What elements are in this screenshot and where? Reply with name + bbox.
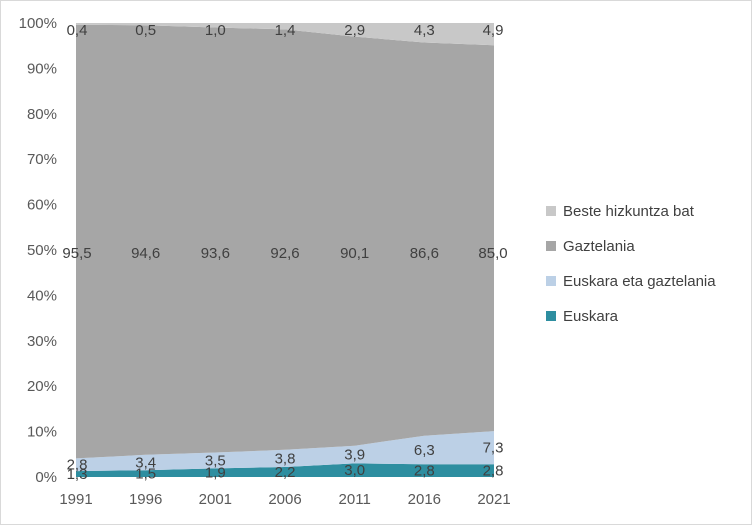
legend-swatch <box>546 311 556 321</box>
legend-item: Euskara eta gaztelania <box>546 273 716 290</box>
data-label: 95,5 <box>62 245 91 262</box>
legend-item: Gaztelania <box>546 238 635 255</box>
data-label: 2,8 <box>414 463 435 480</box>
legend-swatch <box>546 276 556 286</box>
y-tick-label: 100% <box>19 15 57 32</box>
data-label: 92,6 <box>270 245 299 262</box>
legend: Beste hizkuntza bat Gaztelania Euskara eta… <box>546 203 716 325</box>
data-label: 2,2 <box>275 464 296 481</box>
x-tick-label: 2001 <box>199 491 232 508</box>
data-label: 90,1 <box>340 245 369 262</box>
data-label: 86,6 <box>410 245 439 262</box>
data-label: 7,3 <box>483 440 504 457</box>
legend-swatch <box>546 206 556 216</box>
data-label: 2,8 <box>483 463 504 480</box>
data-label: 1,5 <box>135 466 156 483</box>
y-tick-label: 40% <box>27 287 57 304</box>
y-axis: 0% 10% 20% 30% 40% 50% 60% 70% 80% 90% 100% <box>19 15 57 486</box>
data-label: 2,8 <box>67 457 88 474</box>
data-label: 3,4 <box>135 455 156 472</box>
legend-label: Beste hizkuntza bat <box>563 203 695 220</box>
legend-item: Beste hizkuntza bat <box>546 203 695 220</box>
y-tick-label: 60% <box>27 197 57 214</box>
data-label: 0,5 <box>135 22 156 39</box>
y-tick-label: 80% <box>27 106 57 123</box>
data-label: 3,5 <box>205 452 226 469</box>
legend-label: Euskara eta gaztelania <box>563 273 716 290</box>
data-label: 4,3 <box>414 22 435 39</box>
data-label: 1,4 <box>275 22 296 39</box>
x-tick-label: 2021 <box>477 491 510 508</box>
y-tick-label: 30% <box>27 333 57 350</box>
data-label: 4,9 <box>483 22 504 39</box>
data-label: 3,9 <box>344 447 365 464</box>
areas-layer <box>76 23 494 477</box>
legend-label: Gaztelania <box>563 238 635 255</box>
data-label: 0,4 <box>67 22 88 39</box>
data-label: 3,8 <box>275 450 296 467</box>
legend-item: Euskara <box>546 308 619 325</box>
area-euskara <box>76 463 494 477</box>
data-label: 1,0 <box>205 22 226 39</box>
data-labels-layer: 1,3 1,5 1,9 2,2 3,0 2,8 2,8 2,8 3,4 3,5 3,8 3,9 6,3 7… <box>62 22 507 483</box>
data-label: 85,0 <box>478 245 507 262</box>
data-label: 1,9 <box>205 465 226 482</box>
x-tick-label: 2011 <box>339 491 371 508</box>
y-tick-label: 70% <box>27 151 57 168</box>
y-tick-label: 90% <box>27 60 57 77</box>
y-tick-label: 10% <box>27 424 57 441</box>
x-tick-label: 1996 <box>129 491 162 508</box>
x-tick-label: 2016 <box>408 491 441 508</box>
data-label: 3,0 <box>344 462 365 479</box>
legend-label: Euskara <box>563 308 619 325</box>
area-beste-hizkuntza-bat <box>76 23 494 46</box>
x-axis: 1991 1996 2001 2006 2011 2016 2021 <box>59 491 510 508</box>
data-label: 94,6 <box>131 245 160 262</box>
area-gaztelania <box>76 24 494 459</box>
area-euskara-eta-gaztelania <box>76 431 494 472</box>
y-tick-label: 50% <box>27 242 57 259</box>
data-label: 2,9 <box>344 22 365 39</box>
data-label: 93,6 <box>201 245 230 262</box>
data-label: 6,3 <box>414 442 435 459</box>
y-tick-label: 20% <box>27 378 57 395</box>
y-tick-label: 0% <box>35 469 57 486</box>
data-label: 1,3 <box>67 466 88 483</box>
x-tick-label: 2006 <box>268 491 301 508</box>
legend-swatch <box>546 241 556 251</box>
x-tick-label: 1991 <box>59 491 92 508</box>
